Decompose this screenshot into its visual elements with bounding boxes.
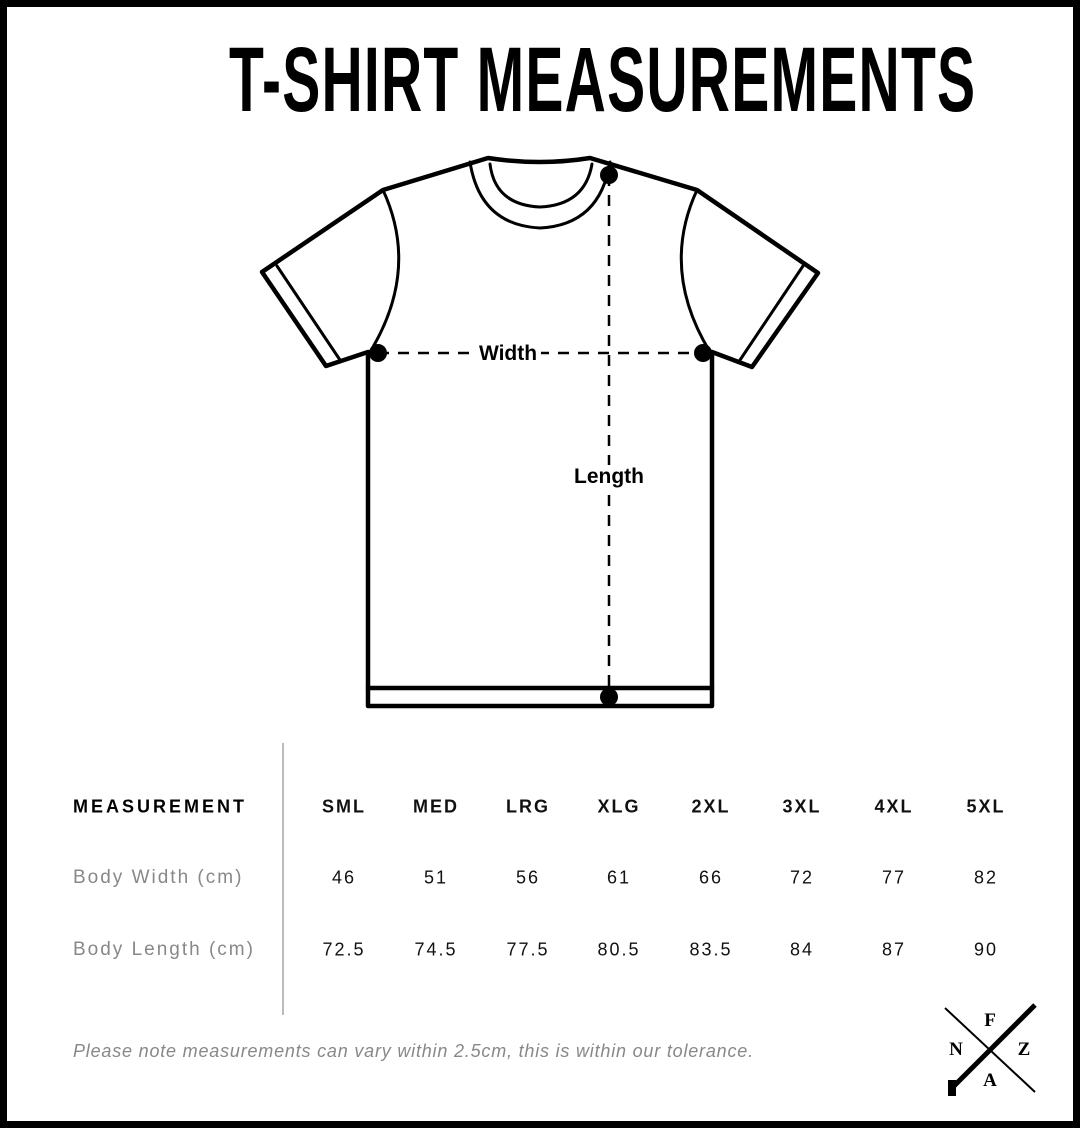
table-cell: 82 <box>973 867 999 888</box>
table-cell: 72.5 <box>322 939 366 960</box>
left-armhole <box>368 188 401 354</box>
row-label-body-width: Body Width (cm) <box>73 867 244 888</box>
table-cell: 74.5 <box>414 939 458 960</box>
svg-text:Z: Z <box>1018 1039 1031 1060</box>
svg-text:A: A <box>983 1070 997 1091</box>
measure-point <box>694 344 712 362</box>
measurement-header: MEASUREMENT <box>73 796 248 817</box>
table-cell: 84 <box>789 939 815 960</box>
table-cell: 80.5 <box>597 939 641 960</box>
table-cell: 66 <box>698 867 724 888</box>
size-header: 5XL <box>966 796 1006 817</box>
right-armhole <box>679 188 712 354</box>
table-divider <box>282 743 284 1015</box>
size-header: 3XL <box>782 796 822 817</box>
table-cell: 87 <box>881 939 907 960</box>
measure-point <box>600 166 618 184</box>
table-cell: 46 <box>331 867 357 888</box>
table-cell: 61 <box>606 867 632 888</box>
collar-inner <box>488 162 594 209</box>
brand-logo: F N Z A <box>944 1003 1037 1096</box>
width-label: Width <box>474 342 542 366</box>
size-header: 2XL <box>691 796 731 817</box>
table-cell: 83.5 <box>689 939 733 960</box>
table-cell: 90 <box>973 939 999 960</box>
svg-text:N: N <box>949 1039 963 1060</box>
left-cuff <box>275 264 342 362</box>
svg-text:F: F <box>984 1010 996 1031</box>
length-label: Length <box>570 465 648 489</box>
size-header: SML <box>322 796 366 817</box>
size-header: MED <box>413 796 459 817</box>
tolerance-note: Please note measurements can vary within… <box>73 1041 754 1061</box>
table-cell: 51 <box>423 867 449 888</box>
table-cell: 56 <box>515 867 541 888</box>
collar-outer <box>468 160 612 230</box>
size-header: LRG <box>506 796 550 817</box>
table-cell: 77 <box>881 867 907 888</box>
right-cuff <box>738 264 805 362</box>
size-header: 4XL <box>874 796 914 817</box>
page-title: T-SHIRT MEASUREMENTS <box>229 29 977 131</box>
tshirt-outline <box>259 155 821 709</box>
row-label-body-length: Body Length (cm) <box>73 939 255 960</box>
table-cell: 77.5 <box>506 939 550 960</box>
measure-point <box>600 688 618 706</box>
measure-point <box>369 344 387 362</box>
table-cell: 72 <box>789 867 815 888</box>
size-header: XLG <box>597 796 641 817</box>
